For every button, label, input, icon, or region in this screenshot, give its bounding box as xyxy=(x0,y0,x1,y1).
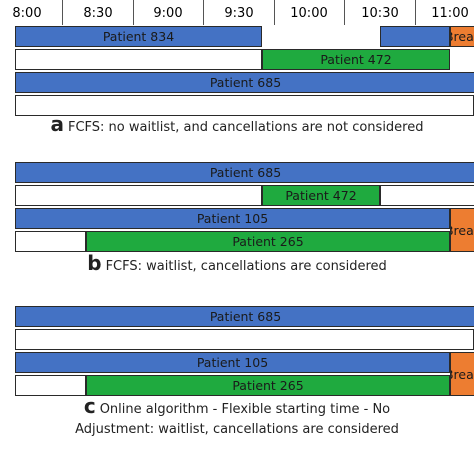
schedule-row: Patient 472 xyxy=(0,185,474,206)
panel-letter: a xyxy=(50,112,64,136)
time-divider xyxy=(62,0,63,25)
time-divider xyxy=(415,0,416,25)
schedule-row: Patient 265 xyxy=(0,231,474,252)
caption-line: Adjustment: waitlist, cancellations are … xyxy=(0,420,474,440)
white-slot xyxy=(15,231,86,252)
caption-text: Online algorithm - Flexible starting tim… xyxy=(99,402,391,417)
schedule-row xyxy=(0,329,474,350)
white-slot xyxy=(15,185,262,206)
schedule-row: Patient 265 xyxy=(0,375,474,396)
schedule-row: Patient 472 xyxy=(0,49,474,70)
time-tick-label: 10:00 xyxy=(290,6,328,21)
patient-105-block: Patient 105 xyxy=(15,208,450,229)
patient-472-block: Patient 472 xyxy=(262,49,450,70)
blue-slot xyxy=(380,26,450,47)
caption-text: FCFS: waitlist, cancellations are consid… xyxy=(105,259,387,274)
schedule-row xyxy=(0,95,474,116)
caption-text: FCFS: no waitlist, and cancellations are… xyxy=(67,120,424,135)
panel-caption: b FCFS: waitlist, cancellations are consi… xyxy=(0,253,474,277)
time-divider xyxy=(274,0,275,25)
panel-letter: b xyxy=(87,251,102,275)
time-divider xyxy=(344,0,345,25)
caption-line: b FCFS: waitlist, cancellations are consi… xyxy=(0,253,474,277)
time-divider xyxy=(133,0,134,25)
schedule-row: Patient 105Break xyxy=(0,208,474,252)
schedule-row: Patient 685 xyxy=(0,72,474,93)
white-slot xyxy=(15,375,86,396)
break-block: Break xyxy=(450,352,474,396)
time-tick-label: 10:30 xyxy=(361,6,399,21)
white-slot xyxy=(380,185,474,206)
time-tick-label: 8:30 xyxy=(83,6,113,21)
schedule-row: Patient 105Break xyxy=(0,352,474,396)
caption-line: a FCFS: no waitlist, and cancellations ar… xyxy=(0,114,474,138)
time-tick-label: 9:00 xyxy=(153,6,183,21)
time-tick-label: 9:30 xyxy=(224,6,254,21)
schedule-row: Patient 685 xyxy=(0,162,474,183)
schedule-panel-c: Patient 685 Patient 105BreakPatient 265 xyxy=(0,306,474,398)
white-slot xyxy=(15,49,262,70)
panel-letter: c xyxy=(83,394,96,418)
time-tick-label: 11:00 xyxy=(431,6,469,21)
break-block: Break xyxy=(450,26,474,47)
timeline-header: 8:00 8:30 9:00 9:30 10:00 10:30 11:00 xyxy=(0,0,474,25)
panel-caption: a FCFS: no waitlist, and cancellations ar… xyxy=(0,114,474,138)
patient-685-block: Patient 685 xyxy=(15,306,474,327)
patient-834-block: Patient 834 xyxy=(15,26,262,47)
break-block: Break xyxy=(450,208,474,252)
caption-line: c Online algorithm - Flexible starting ti… xyxy=(0,396,474,420)
schedule-row: Patient 834 Break xyxy=(0,26,474,47)
caption-text: Adjustment: waitlist, cancellations are … xyxy=(75,422,399,437)
patient-265-block: Patient 265 xyxy=(86,231,450,252)
patient-105-block: Patient 105 xyxy=(15,352,450,373)
patient-265-block: Patient 265 xyxy=(86,375,450,396)
time-tick-label: 8:00 xyxy=(12,6,42,21)
patient-685-block: Patient 685 xyxy=(15,162,474,183)
panel-caption: c Online algorithm - Flexible starting ti… xyxy=(0,396,474,440)
schedule-row: Patient 685 xyxy=(0,306,474,327)
white-slot xyxy=(15,95,474,116)
white-slot xyxy=(15,329,474,350)
patient-472-block: Patient 472 xyxy=(262,185,380,206)
patient-685-block: Patient 685 xyxy=(15,72,474,93)
time-divider xyxy=(203,0,204,25)
